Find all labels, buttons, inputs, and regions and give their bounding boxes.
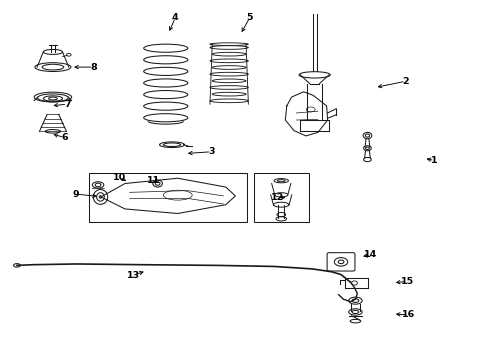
Text: 16: 16	[402, 310, 415, 319]
Text: 14: 14	[364, 250, 377, 259]
Text: 8: 8	[90, 63, 97, 72]
Text: 12: 12	[271, 193, 284, 202]
Text: 6: 6	[62, 133, 68, 142]
Text: 13: 13	[127, 271, 140, 280]
Text: 4: 4	[172, 13, 179, 22]
Bar	[254, 173, 309, 222]
Text: 1: 1	[431, 156, 438, 165]
Text: 5: 5	[246, 13, 253, 22]
Text: 3: 3	[208, 147, 215, 156]
Text: 10: 10	[113, 173, 126, 182]
Text: 2: 2	[403, 77, 409, 86]
Text: 7: 7	[64, 100, 71, 109]
Text: 9: 9	[73, 190, 79, 199]
Text: 11: 11	[147, 176, 160, 185]
Bar	[89, 173, 247, 222]
Text: 15: 15	[401, 277, 414, 286]
